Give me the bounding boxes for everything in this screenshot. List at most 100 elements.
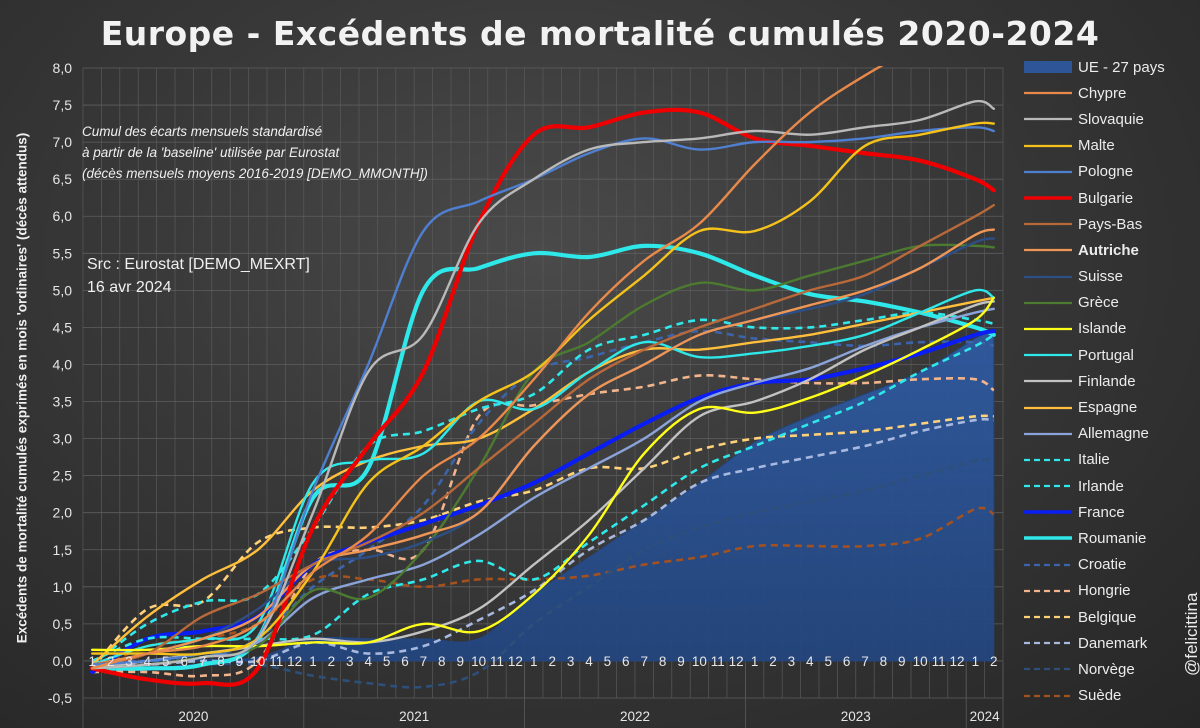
x-tick-month: 1	[530, 654, 538, 669]
x-tick-month: 3	[567, 654, 575, 669]
x-tick-month: 2	[107, 654, 115, 669]
legend-label: Chypre	[1078, 84, 1127, 102]
legend-label: Suède	[1078, 687, 1122, 705]
y-axis-ticks: -0,5 0,0 0,5 1,0 1,5 2,0 2,5 3,0 3,5 4,0 4,5 5,0 5,5…	[48, 60, 72, 706]
y-tick-label: 0,5	[53, 616, 73, 632]
x-tick-month: 10	[250, 654, 265, 669]
legend-swatch-line-icon	[1024, 694, 1072, 697]
legend-item: Allemagne	[1022, 421, 1192, 447]
x-tick-month: 8	[217, 654, 225, 669]
x-tick-month: 3	[346, 654, 354, 669]
legend: UE - 27 pays Chypre Slovaquie Malte Pologne B…	[1022, 54, 1192, 709]
series-line-allemagne	[91, 307, 995, 666]
x-tick-month: 1	[309, 654, 317, 669]
legend-label: Croatie	[1078, 556, 1127, 574]
y-tick-label: 6,5	[53, 171, 73, 187]
legend-label: Malte	[1078, 137, 1115, 155]
legend-swatch-line-icon	[1024, 484, 1072, 488]
legend-item: Roumanie	[1022, 525, 1192, 551]
method-note: Cumul des écarts mensuels standardisé à …	[82, 121, 428, 184]
series-line-pays-bas	[91, 203, 995, 666]
legend-label: Danemark	[1078, 634, 1148, 652]
x-tick-month: 4	[806, 654, 814, 669]
series-line-norv-ge	[92, 457, 994, 689]
y-tick-label: 8,0	[53, 60, 73, 76]
legend-swatch-line-icon	[1024, 380, 1072, 383]
legend-swatch-line-icon	[1024, 668, 1072, 671]
eu-area-layer	[91, 330, 995, 666]
legend-label: Roumanie	[1078, 529, 1147, 547]
y-tick-label: 2,0	[53, 505, 73, 521]
series-line-chypre	[91, 66, 884, 670]
legend-item: Slovaquie	[1022, 106, 1192, 132]
legend-item: Suisse	[1022, 264, 1192, 290]
legend-swatch-line-icon	[1024, 144, 1072, 147]
legend-label: Italie	[1078, 451, 1110, 469]
x-axis-year-ticks: 2020 2021 2022 2023 2024	[82, 663, 1004, 728]
legend-swatch-line-icon	[1024, 589, 1072, 592]
x-tick-month: 11	[490, 654, 504, 669]
y-tick-label: 5,0	[53, 282, 73, 298]
legend-label: Slovaquie	[1078, 110, 1144, 128]
legend-item: Grèce	[1022, 290, 1192, 316]
legend-label: Grèce	[1078, 294, 1119, 312]
x-tick-month: 9	[236, 654, 244, 669]
y-tick-label: 1,0	[53, 579, 73, 595]
legend-item: Bulgarie	[1022, 185, 1192, 211]
legend-swatch-line-icon	[1024, 196, 1072, 200]
x-tick-month: 3	[788, 654, 796, 669]
legend-label: Finlande	[1078, 372, 1136, 390]
x-tick-month: 9	[456, 654, 464, 669]
x-tick-month: 8	[438, 654, 446, 669]
x-tick-year: 2020	[178, 709, 208, 724]
x-tick-month: 11	[269, 654, 283, 669]
legend-label: Belgique	[1078, 608, 1137, 626]
legend-swatch-line-icon	[1024, 510, 1072, 515]
legend-label: Portugal	[1078, 346, 1134, 364]
x-tick-month: 4	[364, 654, 372, 669]
legend-label: Suisse	[1078, 268, 1124, 286]
x-tick-year: 2024	[970, 709, 1001, 724]
series-line-autriche	[91, 228, 995, 666]
x-tick-month: 2	[990, 654, 998, 669]
legend-swatch-line-icon	[1024, 327, 1072, 331]
x-tick-month: 6	[622, 654, 630, 669]
author-credit: @felicittina	[1182, 592, 1200, 676]
legend-swatch-line-icon	[1024, 642, 1072, 645]
legend-label: Islande	[1078, 320, 1127, 338]
legend-label: Pays-Bas	[1078, 215, 1143, 233]
series-line-slovaquie	[91, 99, 995, 670]
legend-item: UE - 27 pays	[1022, 54, 1192, 80]
series-line-belgique	[91, 414, 994, 670]
y-tick-label: 5,5	[53, 245, 73, 261]
series-lines	[90, 66, 996, 689]
x-tick-year: 2022	[620, 709, 650, 724]
legend-swatch-line-icon	[1024, 249, 1072, 252]
x-tick-month: 10	[913, 654, 928, 669]
x-tick-month: 4	[585, 654, 593, 669]
legend-swatch-line-icon	[1024, 615, 1072, 619]
legend-item: Malte	[1022, 133, 1192, 159]
x-tick-month: 2	[548, 654, 556, 669]
y-tick-label: -0,5	[48, 690, 72, 706]
x-tick-year: 2023	[841, 709, 871, 724]
x-tick-month: 2	[769, 654, 777, 669]
x-tick-month: 1	[972, 654, 980, 669]
legend-swatch-line-icon	[1024, 536, 1072, 541]
legend-swatch-line-icon	[1024, 275, 1072, 278]
legend-item: Danemark	[1022, 630, 1192, 656]
x-tick-month: 12	[287, 654, 302, 669]
legend-item: Suède	[1022, 683, 1192, 709]
x-axis-month-ticks: 1 2 3 4 5 6 7 8 9 10 11 12 1 2 3 4 5 6 7 8 9 10 11 12 1 2 3 4 5 6 7 8 9 1…	[88, 654, 997, 669]
x-tick-month: 3	[125, 654, 133, 669]
y-tick-label: 7,5	[53, 97, 73, 113]
legend-item: Autriche	[1022, 237, 1192, 263]
y-tick-label: 4,0	[53, 356, 73, 372]
x-tick-month: 5	[162, 654, 170, 669]
series-line-danemark	[92, 417, 994, 667]
y-tick-label: 1,5	[53, 542, 73, 558]
x-tick-month: 7	[199, 654, 207, 669]
source-note: Src : Eurostat [DEMO_MEXRT] 16 avr 2024	[87, 253, 310, 299]
legend-swatch-line-icon	[1024, 432, 1072, 435]
legend-item: Pays-Bas	[1022, 211, 1192, 237]
